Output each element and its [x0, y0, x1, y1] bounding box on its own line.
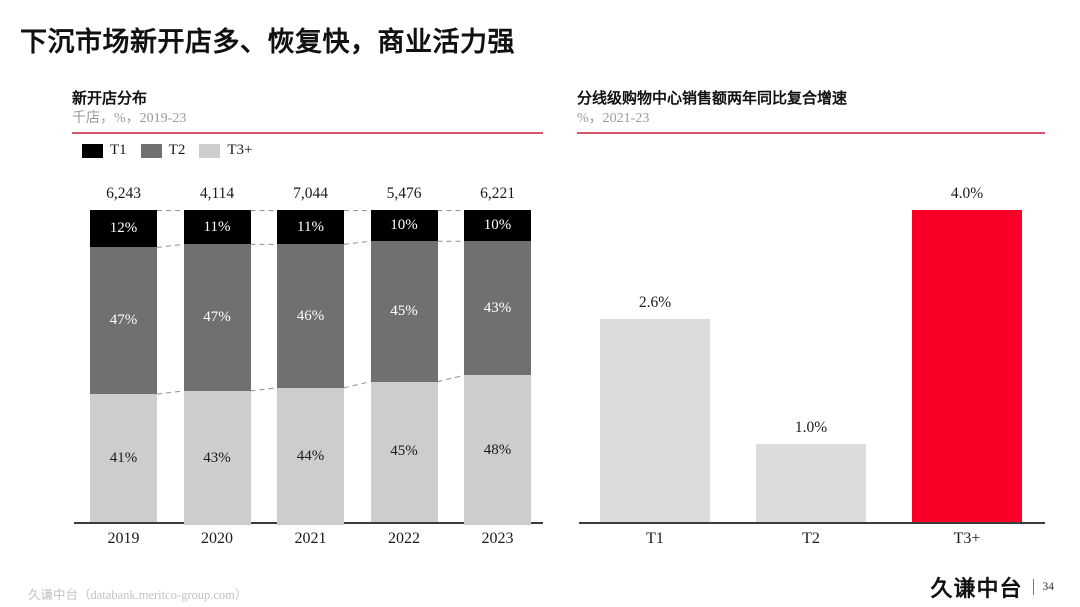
bar-segment-t1-2022: 10% [370, 210, 438, 242]
bar-segment-t3+-2019: 41% [90, 394, 157, 522]
legend-item-t2: T2 [140, 142, 186, 159]
stacked-bar-2022: 10% 45% 45% [370, 210, 438, 522]
x-label-2020: 2020 [201, 530, 233, 547]
legend-swatch-t2 [140, 143, 162, 158]
bar-segment-t2-2022: 45% [370, 241, 438, 382]
bar-segment-t2-2021: 46% [277, 244, 344, 388]
right-chart-panel: 分线级购物中心销售额两年同比复合增速 %，2021-23 2.6% T1 1.0% T… [577, 90, 1045, 547]
footer-brand: 久谦中台 34 [930, 571, 1054, 603]
left-chart-panel: 新开店分布 千店，%，2019-23 T1 T2 T3+ 12% 47% 41% 6,24… [72, 90, 543, 547]
bar-t3+ [912, 210, 1022, 522]
legend-swatch-t3+ [199, 143, 221, 158]
left-chart-rule [72, 132, 543, 134]
x-label-2019: 2019 [107, 530, 140, 547]
value-label-t1: 2.6% [638, 294, 672, 312]
total-label: 5,476 [386, 185, 422, 202]
left-chart-title: 新开店分布 [72, 91, 148, 107]
footer-source: 久谦中台（databank.meritco-group.com） [28, 588, 248, 602]
stacked-bar-chart: 12% 47% 41% 6,243 2019 11% 47% 43% 4,114 2020 11% 4… [72, 185, 543, 547]
legend-swatch-t1 [82, 143, 103, 158]
x-label-2023: 2023 [481, 530, 514, 547]
stacked-bar-2019: 12% 47% 41% [90, 210, 157, 522]
bar-segment-t1-2020: 11% [183, 210, 251, 245]
legend: T1 T2 T3+ [82, 142, 252, 159]
page-number: 34 [1042, 581, 1055, 593]
bar-t1 [600, 319, 710, 522]
bar-segment-t3+-2022: 45% [370, 381, 438, 522]
left-chart-subtitle: 千店，%，2019-23 [72, 111, 187, 126]
x-label-t3+: T3+ [953, 530, 981, 547]
right-chart-title: 分线级购物中心销售额两年同比复合增速 [577, 91, 848, 107]
legend-item-t3+: T3+ [199, 142, 252, 159]
stacked-bar-2020: 11% 47% 43% [183, 210, 251, 526]
legend-label: T1 [110, 142, 127, 158]
legend-item-t1: T1 [82, 142, 127, 159]
bar-segment-t2-2019: 47% [90, 247, 157, 395]
footer-divider [1032, 579, 1034, 595]
value-label-t2: 1.0% [794, 419, 828, 436]
bar-chart: 2.6% T1 1.0% T2 4.0% T3+ [577, 185, 1045, 547]
right-chart-rule [577, 132, 1045, 134]
bar-segment-t1-2023: 10% [464, 210, 531, 242]
brand-logo: 久谦中台 [930, 576, 1023, 601]
total-label: 7,044 [293, 185, 328, 202]
bar-segment-t3+-2020: 43% [183, 390, 251, 526]
legend-label: T3+ [227, 142, 253, 158]
legend-label: T2 [168, 142, 186, 158]
total-label: 4,114 [199, 185, 235, 202]
x-label-2022: 2022 [388, 530, 420, 547]
total-label: 6,243 [106, 185, 141, 202]
bar-segment-t2-2020: 47% [183, 244, 251, 391]
x-label-2021: 2021 [294, 530, 327, 547]
bar-segment-t1-2021: 11% [277, 210, 344, 245]
right-chart-subtitle: %，2021-23 [577, 111, 650, 126]
stacked-bar-2021: 11% 46% 44% [277, 210, 344, 526]
bar-segment-t3+-2023: 48% [464, 375, 531, 526]
stacked-bar-2023: 10% 43% 48% [464, 210, 531, 526]
value-label-t3+: 4.0% [950, 185, 984, 202]
bar-segment-t1-2019: 12% [90, 210, 157, 248]
x-axis-line [579, 522, 1045, 524]
x-label-t2: T2 [802, 530, 820, 547]
total-label: 6,221 [480, 185, 515, 202]
bar-t2 [756, 444, 866, 522]
x-label-t1: T1 [646, 530, 664, 547]
page-title: 下沉市场新开店多、恢复快，商业活力强 [20, 27, 515, 57]
bar-segment-t2-2023: 43% [464, 241, 531, 376]
bar-segment-t3+-2021: 44% [277, 387, 344, 526]
